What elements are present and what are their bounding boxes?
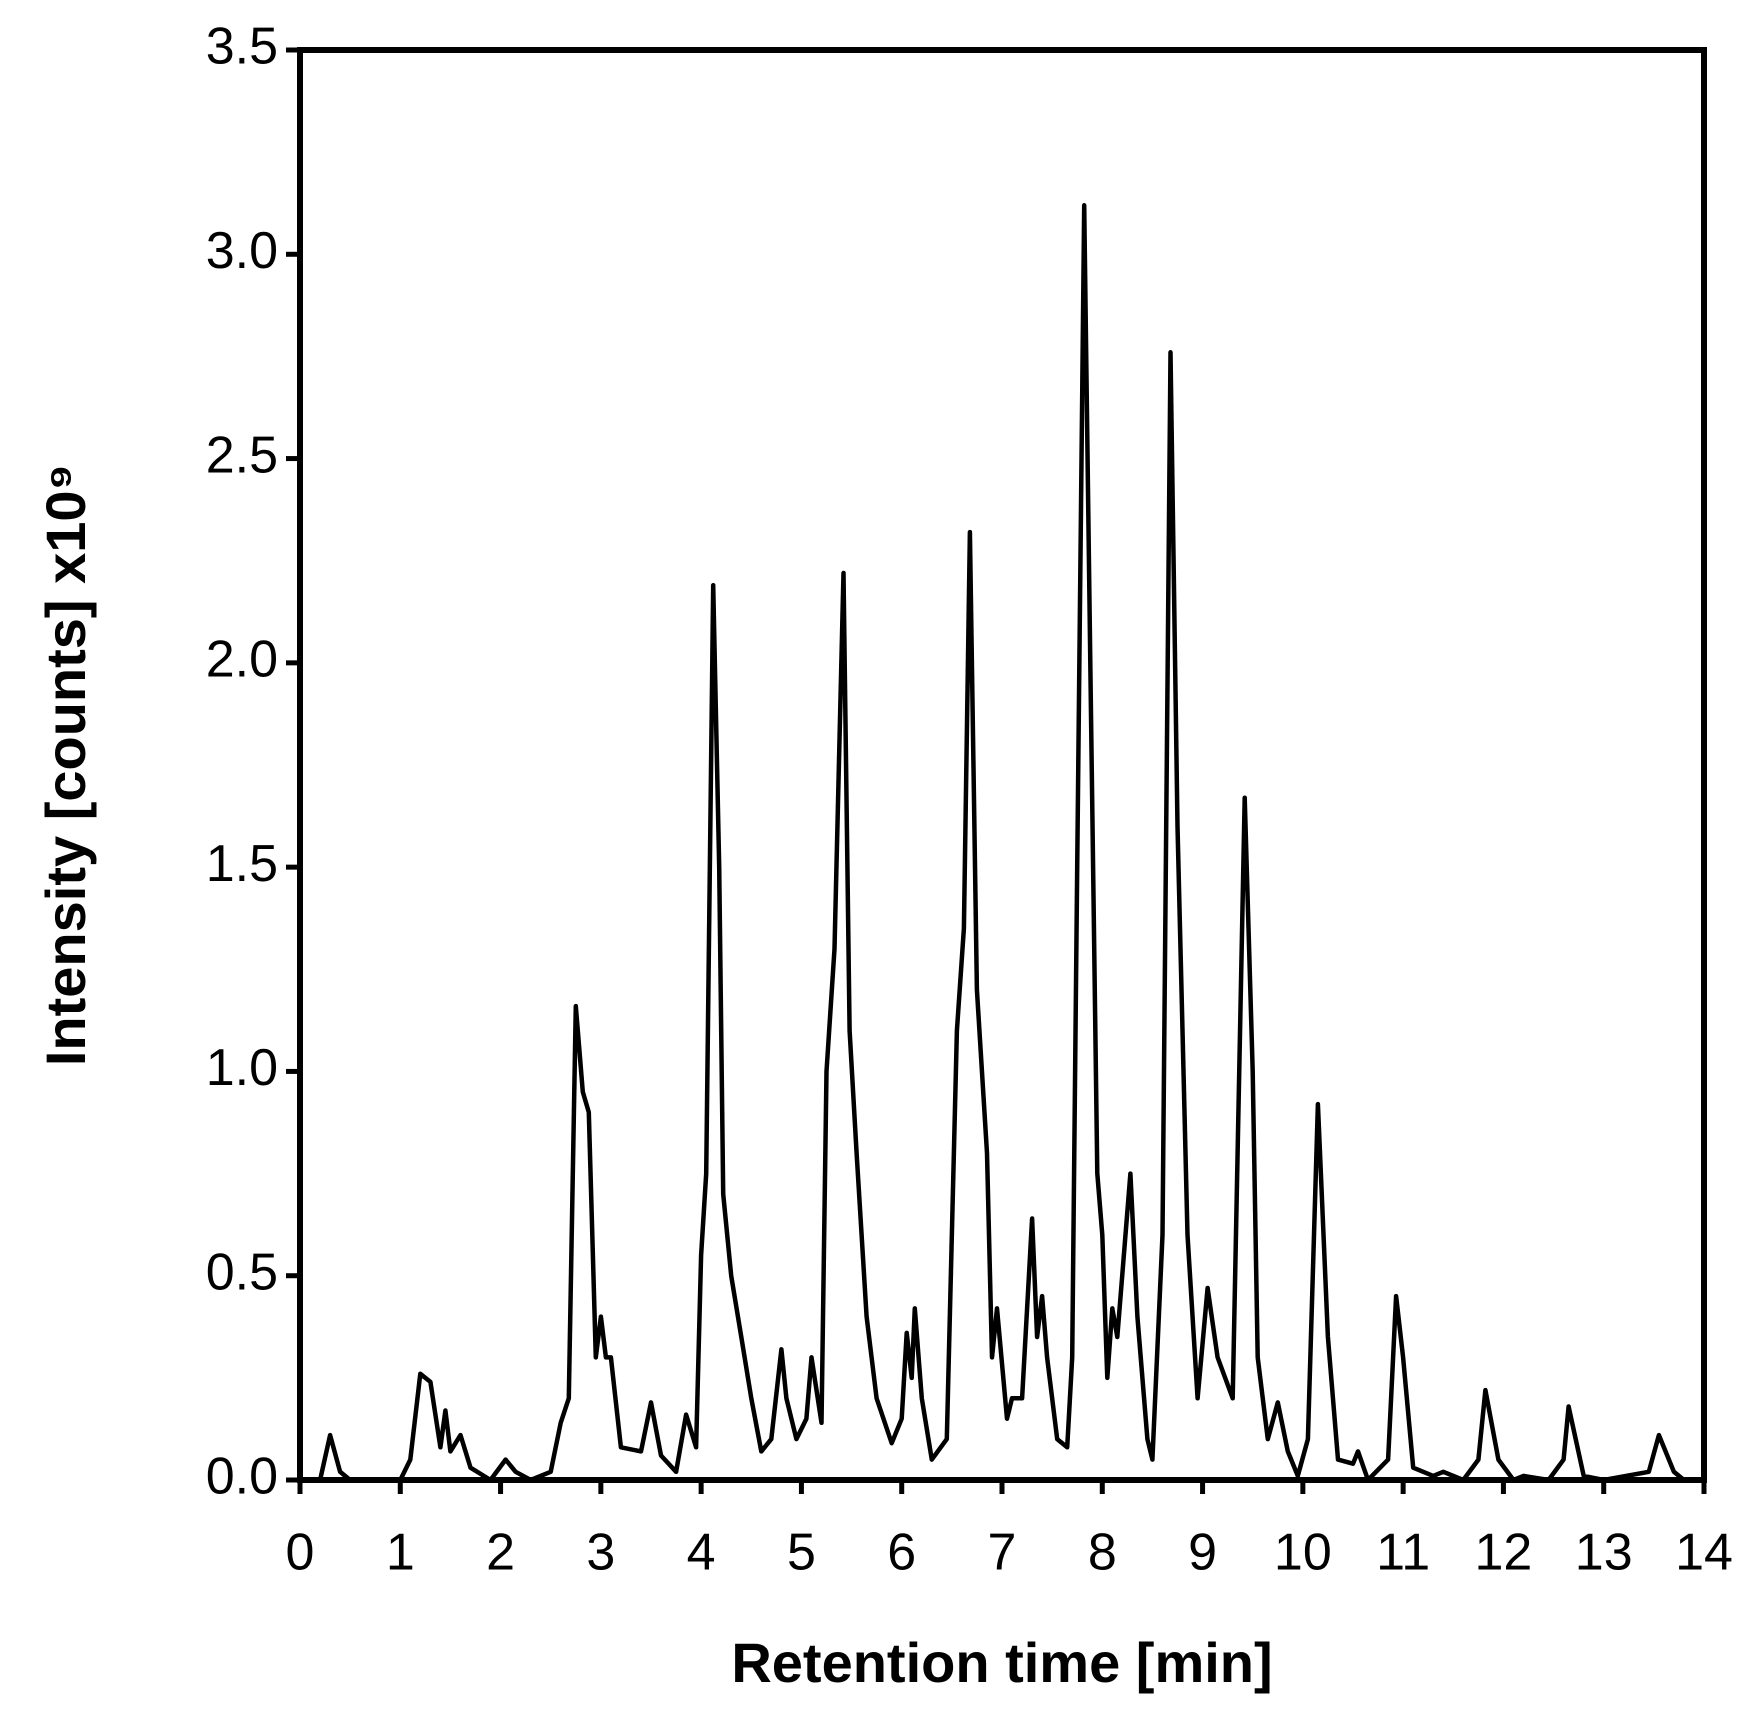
y-tick-label: 2.5 [206,426,278,484]
x-tick-label: 1 [386,1524,415,1582]
chromatogram-line [300,203,1704,1483]
x-axis-label: Retention time [min] [731,1631,1272,1694]
x-tick-label: 3 [586,1524,615,1582]
x-tick-label: 0 [286,1524,315,1582]
y-tick-label: 0.0 [206,1448,278,1506]
y-tick-label: 2.0 [206,631,278,689]
y-tick-label: 0.5 [206,1243,278,1301]
x-tick-label: 10 [1274,1524,1332,1582]
y-tick-label: 3.0 [206,222,278,280]
y-tick-label: 1.5 [206,835,278,893]
x-tick-label: 7 [988,1524,1017,1582]
x-tick-label: 9 [1188,1524,1217,1582]
x-tick-label: 11 [1376,1524,1430,1582]
x-tick-label: 4 [687,1524,716,1582]
plot-frame [297,47,1707,1483]
x-tick-label: 12 [1475,1524,1533,1582]
x-tick-label: 5 [787,1524,816,1582]
y-tick-label: 1.0 [206,1039,278,1097]
y-axis-label: Intensity [counts] x10⁹ [34,464,97,1066]
x-tick-label: 8 [1088,1524,1117,1582]
x-tick-label: 2 [486,1524,515,1582]
x-tick-label: 14 [1675,1524,1733,1582]
x-tick-label: 6 [887,1524,916,1582]
x-tick-label: 13 [1575,1524,1633,1582]
y-tick-label: 3.5 [206,18,278,76]
